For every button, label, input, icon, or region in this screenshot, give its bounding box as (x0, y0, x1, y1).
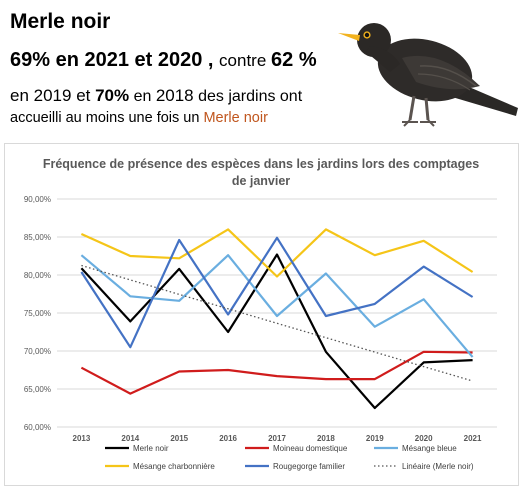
y-tick-label: 65,00% (24, 385, 51, 394)
stat-62: 62 % (271, 49, 317, 71)
bird-legs (408, 95, 430, 121)
chart-title-line-2: de janvier (232, 174, 290, 188)
x-tick-label: 2014 (121, 434, 139, 443)
series-line (80, 253, 473, 410)
description-line-2: accueilli au moins une fois un Merle noi… (10, 110, 268, 126)
x-tick-label: 2013 (73, 434, 91, 443)
x-tick-label: 2015 (170, 434, 188, 443)
legend-label: Mésange charbonnière (133, 462, 215, 471)
y-tick-label: 70,00% (24, 347, 51, 356)
legend-label: Merle noir (133, 444, 169, 453)
x-tick-label: 2020 (415, 434, 433, 443)
stat-line: 69% en 2021 et 2020 , contre 62 % (10, 49, 317, 72)
y-tick-label: 80,00% (24, 271, 51, 280)
stat-separator: , (202, 49, 220, 71)
y-tick-label: 85,00% (24, 233, 51, 242)
x-tick-label: 2016 (219, 434, 237, 443)
desc2-accent: Merle noir (203, 110, 268, 126)
desc-2019: 2019 (33, 86, 72, 105)
bird-wing (402, 55, 480, 90)
chart-title-line-1: Fréquence de présence des espèces dans l… (43, 157, 479, 171)
x-tick-label: 2021 (464, 434, 482, 443)
bird-head (357, 23, 391, 57)
y-tick-label: 75,00% (24, 309, 51, 318)
page-title: Merle noir (10, 10, 111, 33)
desc-2018: 2018 (155, 86, 194, 105)
desc-et: et (71, 86, 96, 105)
x-tick-label: 2018 (317, 434, 335, 443)
chart-container: Fréquence de présence des espèces dans l… (4, 143, 519, 486)
desc-rest: des jardins ont (193, 88, 303, 105)
desc-en2: en (129, 88, 156, 105)
legend-label: Moineau domestique (273, 444, 348, 453)
description-line-1: en 2019 et 70% en 2018 des jardins ont (10, 86, 302, 106)
series-line (80, 228, 474, 278)
desc2-text: accueilli au moins une fois un (10, 110, 204, 126)
legend-label: Mésange bleue (402, 444, 457, 453)
series-line (80, 236, 474, 349)
stat-2021-2020: 69% en 2021 et 2020 (10, 49, 203, 71)
series-line (80, 254, 474, 358)
line-chart: Fréquence de présence des espèces dans l… (24, 157, 497, 471)
series-line (80, 350, 473, 395)
y-tick-label: 60,00% (24, 423, 51, 432)
x-tick-label: 2019 (366, 434, 384, 443)
legend-label: Linéaire (Merle noir) (402, 462, 474, 471)
bird-beak (338, 33, 360, 41)
blackbird-illustration (338, 23, 518, 127)
legend-label: Rougegorge familier (273, 462, 345, 471)
desc-70: 70% (95, 86, 130, 105)
x-tick-label: 2017 (268, 434, 286, 443)
y-tick-label: 90,00% (24, 195, 51, 204)
stat-contre: contre (219, 51, 272, 70)
desc-en: en (10, 86, 34, 105)
